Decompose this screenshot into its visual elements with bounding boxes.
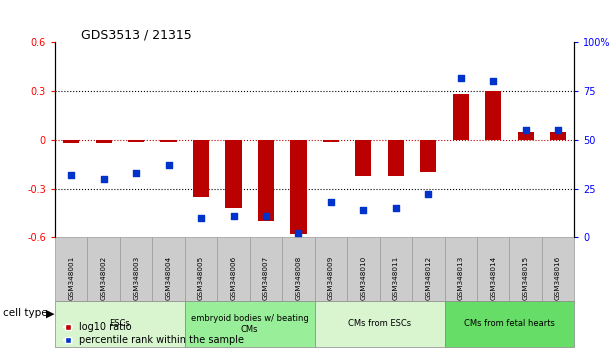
- Text: cell type: cell type: [3, 308, 48, 318]
- Text: GSM348001: GSM348001: [68, 256, 74, 300]
- Text: GSM348005: GSM348005: [198, 256, 204, 300]
- Bar: [510, 237, 542, 301]
- Bar: [420, 140, 436, 172]
- Bar: [87, 237, 120, 301]
- Text: ESCs: ESCs: [109, 319, 130, 329]
- Text: GSM348016: GSM348016: [555, 256, 561, 300]
- Bar: [250, 237, 282, 301]
- Text: CMs from ESCs: CMs from ESCs: [348, 319, 411, 329]
- Bar: [120, 237, 152, 301]
- Legend: log10 ratio, percentile rank within the sample: log10 ratio, percentile rank within the …: [60, 319, 248, 349]
- Bar: [550, 132, 566, 140]
- Text: GSM348006: GSM348006: [230, 256, 236, 300]
- Text: GSM348002: GSM348002: [101, 256, 107, 300]
- Bar: [128, 140, 144, 142]
- Bar: [412, 237, 444, 301]
- Bar: [444, 301, 574, 347]
- Bar: [477, 237, 510, 301]
- Bar: [347, 237, 379, 301]
- Point: [423, 192, 433, 197]
- Bar: [152, 237, 185, 301]
- Bar: [225, 140, 241, 208]
- Point: [67, 172, 76, 178]
- Text: GSM348008: GSM348008: [296, 256, 301, 300]
- Point: [261, 213, 271, 219]
- Bar: [518, 132, 534, 140]
- Point: [391, 205, 401, 211]
- Bar: [185, 237, 218, 301]
- Point: [488, 79, 498, 84]
- Bar: [55, 301, 185, 347]
- Text: GSM348010: GSM348010: [360, 256, 367, 300]
- Point: [326, 199, 336, 205]
- Point: [196, 215, 206, 221]
- Bar: [185, 301, 315, 347]
- Bar: [282, 237, 315, 301]
- Text: embryoid bodies w/ beating
CMs: embryoid bodies w/ beating CMs: [191, 314, 309, 333]
- Text: ▶: ▶: [46, 308, 54, 318]
- Text: GSM348015: GSM348015: [522, 256, 529, 300]
- Point: [293, 230, 303, 236]
- Text: CMs from fetal hearts: CMs from fetal hearts: [464, 319, 555, 329]
- Bar: [315, 301, 444, 347]
- Point: [553, 127, 563, 133]
- Bar: [258, 140, 274, 221]
- Text: GSM348014: GSM348014: [490, 256, 496, 300]
- Point: [99, 176, 109, 182]
- Bar: [193, 140, 209, 197]
- Point: [229, 213, 238, 219]
- Bar: [388, 140, 404, 176]
- Text: GSM348012: GSM348012: [425, 256, 431, 300]
- Bar: [161, 140, 177, 142]
- Text: GSM348011: GSM348011: [393, 256, 399, 300]
- Point: [456, 75, 466, 80]
- Text: GSM348004: GSM348004: [166, 256, 172, 300]
- Point: [164, 162, 174, 168]
- Text: GSM348009: GSM348009: [328, 256, 334, 300]
- Bar: [315, 237, 347, 301]
- Point: [359, 207, 368, 213]
- Bar: [485, 91, 501, 140]
- Point: [521, 127, 530, 133]
- Bar: [355, 140, 371, 176]
- Bar: [542, 237, 574, 301]
- Text: GSM348007: GSM348007: [263, 256, 269, 300]
- Text: GSM348013: GSM348013: [458, 256, 464, 300]
- Bar: [379, 237, 412, 301]
- Bar: [55, 237, 87, 301]
- Bar: [218, 237, 250, 301]
- Text: GSM348003: GSM348003: [133, 256, 139, 300]
- Text: GDS3513 / 21315: GDS3513 / 21315: [81, 28, 192, 41]
- Point: [131, 170, 141, 176]
- Bar: [95, 140, 112, 143]
- Bar: [323, 140, 339, 142]
- Bar: [444, 237, 477, 301]
- Bar: [63, 140, 79, 143]
- Bar: [453, 95, 469, 140]
- Bar: [290, 140, 307, 234]
